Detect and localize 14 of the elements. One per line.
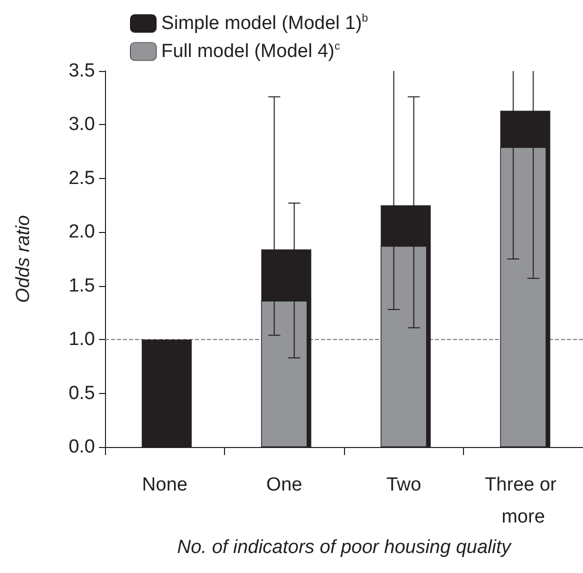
y-tick-label: 0.5 [68,382,95,404]
y-tick-label: 3.5 [68,60,95,82]
y-axis-title: Odds ratio [13,215,34,303]
x-tick-label: Three or more [484,474,562,528]
x-tick-label: None [142,474,188,496]
y-tick-label: 0.0 [68,436,95,458]
x-axis-title: No. of indicators of poor housing quality [177,536,512,558]
y-tick-label: 3.0 [68,114,95,136]
y-tick-label: 1.5 [68,275,95,296]
y-tick-label: 2.5 [68,168,95,189]
y-tick-label: 2.0 [68,222,95,243]
x-tick-label: One [266,474,302,496]
x-tick-label: Two [386,474,422,496]
y-tick-label: 1.0 [68,329,95,350]
